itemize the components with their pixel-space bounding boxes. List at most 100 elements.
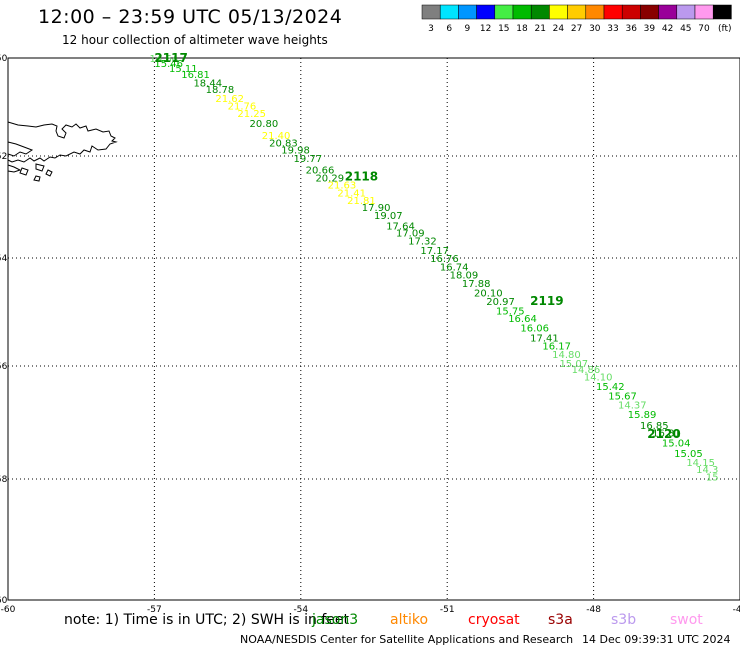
wave-height-value: 21.40	[262, 131, 291, 142]
wave-height-value: 15.04	[662, 438, 691, 449]
wave-height-value: 21.41	[337, 189, 366, 200]
lat-lon-grid: -60 -57 -54 -51 -48 -45 -50 -52 -54 -56 -58 -60	[0, 54, 740, 615]
wave-height-value: 17.64	[386, 221, 415, 232]
legend-label: 15	[498, 24, 509, 34]
wave-height-value: 16.81	[652, 429, 681, 440]
wave-height-value: 19.98	[281, 146, 310, 157]
wave-height-value: 15.67	[608, 391, 637, 402]
wave-height-value: 16.81	[181, 70, 210, 81]
wave-height-value: 21.25	[237, 109, 266, 120]
pass-time-label: 2117	[154, 51, 187, 65]
legend-swatch	[676, 4, 696, 20]
wave-height-value: 17.41	[530, 333, 559, 344]
wave-height-value: 14.10	[584, 373, 613, 384]
wave-height-points: 14.6415.4615.1116.8118.4418.7821.6221.76…	[150, 54, 719, 484]
lon-tick-label: -51	[440, 605, 455, 615]
wave-height-value: 15	[706, 473, 719, 484]
wave-height-value: 15.07	[559, 359, 588, 370]
lat-tick-label: -52	[0, 152, 7, 162]
satellite-name: swot	[670, 612, 703, 628]
wave-height-value: 16.17	[542, 341, 571, 352]
units-note: note: 1) Time is in UTC; 2) SWH is in fe…	[64, 612, 350, 628]
wave-height-value: 18.09	[450, 271, 479, 282]
legend-swatch	[458, 4, 477, 20]
wave-height-value: 16.76	[430, 254, 459, 265]
lat-tick-label: -60	[0, 596, 8, 606]
legend-swatch	[658, 4, 678, 20]
legend-label: 42	[662, 24, 673, 34]
satellite-name: cryosat	[468, 612, 520, 628]
lon-tick-label: -57	[147, 605, 162, 615]
wave-height-value: 15.05	[674, 449, 703, 460]
lon-tick-label: -54	[293, 605, 308, 615]
wave-height-value: 21.76	[228, 102, 257, 113]
legend-swatch	[421, 4, 441, 20]
timestamp: 14 Dec 09:39:31 UTC 2024	[582, 633, 731, 646]
wave-height-value: 16.85	[640, 421, 669, 432]
legend-label: 9	[465, 24, 471, 34]
satellite-name: jason3	[312, 612, 359, 628]
wave-height-value: 17.17	[420, 246, 449, 257]
wave-height-value: 15.42	[596, 382, 625, 393]
legend-label: 24	[553, 24, 565, 34]
legend-swatch	[585, 4, 605, 20]
legend-label: 30	[589, 24, 601, 34]
wave-height-value: 16.74	[440, 263, 469, 274]
legend-swatch	[494, 4, 514, 20]
legend-swatch	[476, 4, 496, 20]
wave-height-value: 17.09	[396, 229, 425, 240]
color-legend: 3 6 9 12 15 18 21 24 27 30 33 36 39 42 45 70 (ft)	[421, 4, 732, 34]
legend-label: 3	[428, 24, 434, 34]
wave-height-value: 17.90	[362, 203, 391, 214]
wave-height-value: 15.46	[154, 59, 183, 70]
satellite-name: s3a	[548, 612, 573, 628]
legend-label: 33	[607, 24, 618, 34]
credit-line: NOAA/NESDIS Center for Satellite Applica…	[240, 633, 574, 646]
legend-unit: (ft)	[718, 24, 732, 34]
wave-height-value: 16.64	[508, 314, 537, 325]
lon-tick-label: -45	[733, 605, 740, 615]
legend-label: 27	[571, 24, 582, 34]
lat-tick-label: -50	[0, 54, 8, 64]
wave-height-value: 20.83	[269, 138, 298, 149]
wave-height-value: 21.63	[328, 181, 357, 192]
wave-height-value: 14.64	[150, 54, 179, 65]
legend-swatch	[603, 4, 623, 20]
map-title: 12:00 – 23:59 UTC 05/13/2024	[38, 6, 343, 28]
pass-time-labels: 2117 2118 2119 2120	[154, 51, 680, 441]
wave-height-value: 14.37	[618, 400, 647, 411]
lon-tick-label: -48	[586, 605, 601, 615]
wave-height-value: 21.81	[347, 196, 376, 207]
wave-height-value: 14.15	[686, 458, 715, 469]
wave-height-value: 20.80	[250, 119, 279, 130]
wave-height-value: 15.11	[169, 64, 198, 75]
legend-label: 18	[516, 24, 528, 34]
wave-height-value: 14.86	[572, 365, 601, 376]
legend-swatch	[567, 4, 587, 20]
wave-height-value: 17.32	[408, 237, 437, 248]
wave-height-value: 17.88	[462, 279, 491, 290]
wave-height-value: 21.62	[215, 94, 244, 105]
legend-label: 12	[480, 24, 491, 34]
wave-height-value: 15.89	[628, 410, 657, 421]
lat-tick-label: -54	[0, 254, 8, 264]
wave-height-value: 20.97	[486, 297, 515, 308]
wave-height-value: 19.77	[293, 154, 322, 165]
legend-swatch	[439, 4, 459, 20]
legend-label: 6	[446, 24, 452, 34]
wave-height-value: 18.78	[206, 85, 235, 96]
lat-tick-label: -56	[0, 362, 8, 372]
legend-label: 36	[625, 24, 637, 34]
legend-label: 70	[698, 24, 710, 34]
pass-time-label: 2119	[530, 294, 563, 308]
wave-height-value: 16.06	[520, 324, 549, 335]
legend-label: 45	[680, 24, 691, 34]
satellite-name: altiko	[390, 612, 429, 628]
wave-height-value: 19.07	[374, 211, 403, 222]
legend-label: 21	[534, 24, 545, 34]
wave-height-value: 18.44	[193, 79, 222, 90]
pass-time-label: 2120	[647, 427, 680, 441]
wave-height-value: 20.29	[315, 173, 344, 184]
legend-swatch	[530, 4, 550, 20]
